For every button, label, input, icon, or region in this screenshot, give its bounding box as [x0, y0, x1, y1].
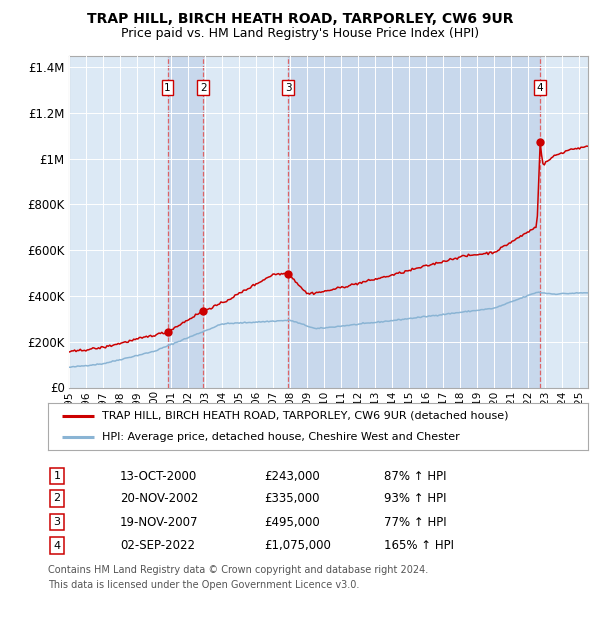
Text: Price paid vs. HM Land Registry's House Price Index (HPI): Price paid vs. HM Land Registry's House … [121, 27, 479, 40]
Text: 1: 1 [53, 471, 61, 481]
Bar [288, 56, 540, 388]
Text: 165% ↑ HPI: 165% ↑ HPI [384, 539, 454, 552]
Text: 19-NOV-2007: 19-NOV-2007 [120, 516, 199, 528]
Text: 13-OCT-2000: 13-OCT-2000 [120, 470, 197, 482]
Text: 2: 2 [200, 83, 206, 93]
Text: 2: 2 [53, 494, 61, 503]
Text: 4: 4 [53, 541, 61, 551]
Text: £495,000: £495,000 [264, 516, 320, 528]
Text: £243,000: £243,000 [264, 470, 320, 482]
Text: 77% ↑ HPI: 77% ↑ HPI [384, 516, 446, 528]
Text: 20-NOV-2002: 20-NOV-2002 [120, 492, 199, 505]
Text: 02-SEP-2022: 02-SEP-2022 [120, 539, 195, 552]
Text: This data is licensed under the Open Government Licence v3.0.: This data is licensed under the Open Gov… [48, 580, 359, 590]
Text: TRAP HILL, BIRCH HEATH ROAD, TARPORLEY, CW6 9UR: TRAP HILL, BIRCH HEATH ROAD, TARPORLEY, … [87, 12, 513, 27]
Text: HPI: Average price, detached house, Cheshire West and Chester: HPI: Average price, detached house, Ches… [102, 432, 460, 442]
Text: 3: 3 [53, 517, 61, 527]
Text: 93% ↑ HPI: 93% ↑ HPI [384, 492, 446, 505]
Text: TRAP HILL, BIRCH HEATH ROAD, TARPORLEY, CW6 9UR (detached house): TRAP HILL, BIRCH HEATH ROAD, TARPORLEY, … [102, 410, 509, 420]
Text: 87% ↑ HPI: 87% ↑ HPI [384, 470, 446, 482]
Bar [167, 56, 203, 388]
Text: 4: 4 [536, 83, 543, 93]
Text: Contains HM Land Registry data © Crown copyright and database right 2024.: Contains HM Land Registry data © Crown c… [48, 565, 428, 575]
Text: £335,000: £335,000 [264, 492, 320, 505]
Text: 1: 1 [164, 83, 171, 93]
Text: 3: 3 [285, 83, 292, 93]
Text: £1,075,000: £1,075,000 [264, 539, 331, 552]
